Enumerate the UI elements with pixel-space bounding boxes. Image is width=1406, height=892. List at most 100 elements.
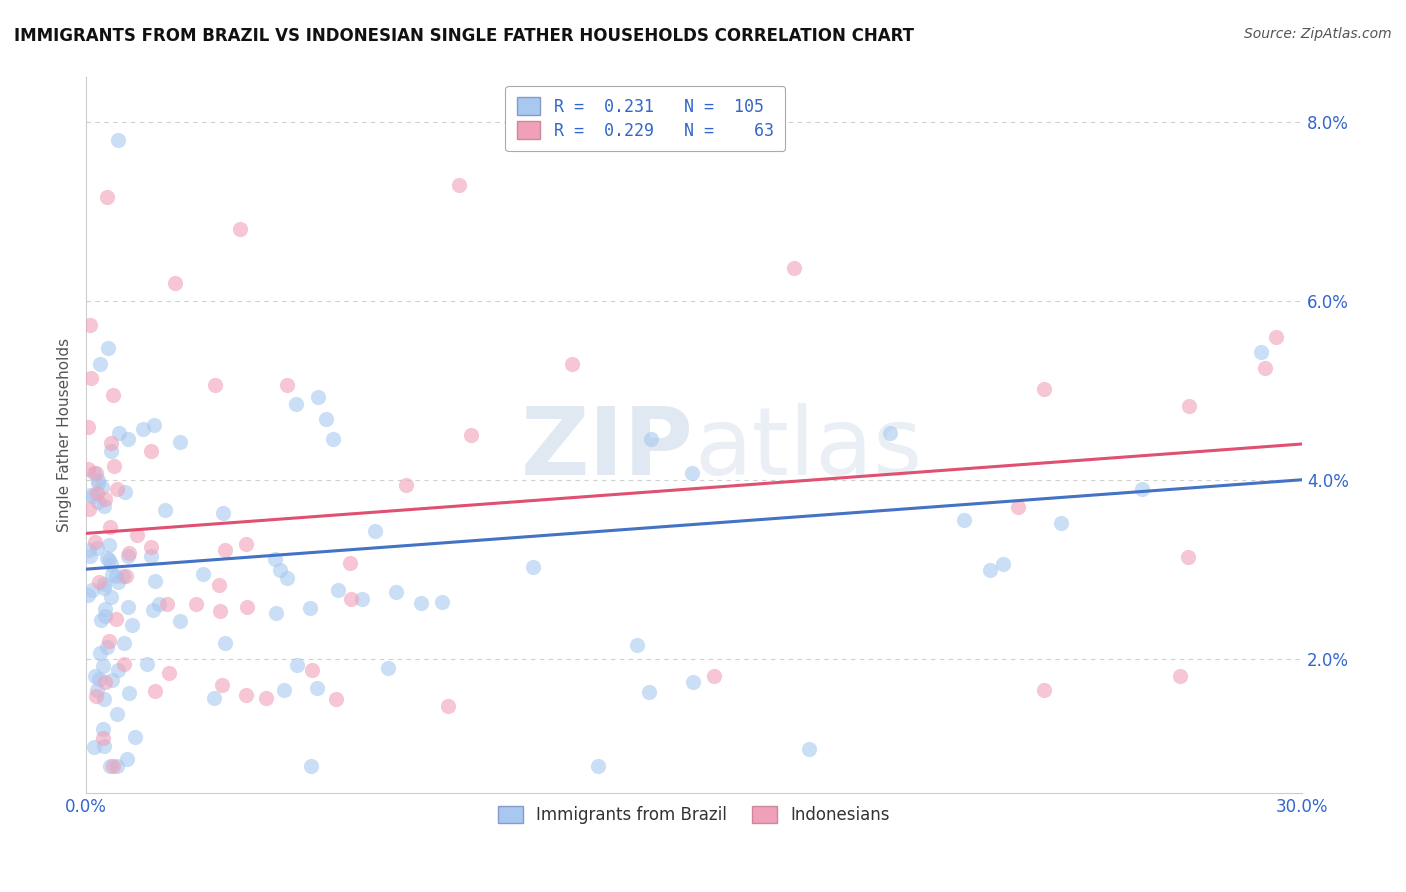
Immigrants from Brazil	[97, 553, 120, 567]
Indonesians	[157, 666, 180, 681]
Immigrants from Brazil	[522, 560, 544, 574]
Immigrants from Brazil	[328, 582, 350, 597]
Indonesians	[235, 536, 257, 550]
Immigrants from Brazil	[93, 739, 115, 754]
Indonesians	[184, 598, 207, 612]
Immigrants from Brazil	[169, 615, 191, 629]
Immigrants from Brazil	[112, 568, 135, 582]
Indonesians	[214, 542, 236, 557]
Immigrants from Brazil	[1050, 516, 1073, 530]
Immigrants from Brazil	[411, 596, 433, 610]
Indonesians	[236, 600, 259, 615]
Immigrants from Brazil	[98, 538, 121, 552]
Immigrants from Brazil	[89, 357, 111, 371]
Immigrants from Brazil	[101, 568, 124, 582]
Immigrants from Brazil	[202, 690, 225, 705]
Indonesians	[782, 261, 804, 276]
Immigrants from Brazil	[87, 495, 110, 509]
Indonesians	[94, 491, 117, 506]
Immigrants from Brazil	[93, 577, 115, 591]
Indonesians	[139, 540, 162, 554]
Immigrants from Brazil	[117, 599, 139, 614]
Indonesians	[703, 669, 725, 683]
Immigrants from Brazil	[83, 466, 105, 480]
Immigrants from Brazil	[112, 636, 135, 650]
Immigrants from Brazil	[377, 661, 399, 675]
Immigrants from Brazil	[124, 730, 146, 744]
Indonesians	[1032, 682, 1054, 697]
Immigrants from Brazil	[77, 543, 100, 558]
Indonesians	[1033, 382, 1056, 396]
Indonesians	[77, 420, 100, 434]
Immigrants from Brazil	[107, 133, 129, 147]
Indonesians	[394, 477, 416, 491]
Immigrants from Brazil	[305, 681, 328, 695]
Indonesians	[561, 357, 583, 371]
Immigrants from Brazil	[979, 563, 1001, 577]
Indonesians	[105, 612, 128, 626]
Indonesians	[339, 592, 361, 607]
Indonesians	[211, 678, 233, 692]
Indonesians	[86, 485, 108, 500]
Indonesians	[1007, 500, 1029, 514]
Immigrants from Brazil	[93, 581, 115, 595]
Text: IMMIGRANTS FROM BRAZIL VS INDONESIAN SINGLE FATHER HOUSEHOLDS CORRELATION CHART: IMMIGRANTS FROM BRAZIL VS INDONESIAN SIN…	[14, 27, 914, 45]
Immigrants from Brazil	[269, 563, 291, 577]
Indonesians	[143, 684, 166, 698]
Indonesians	[84, 689, 107, 703]
Immigrants from Brazil	[107, 663, 129, 677]
Immigrants from Brazil	[79, 488, 101, 502]
Immigrants from Brazil	[86, 683, 108, 698]
Immigrants from Brazil	[953, 513, 976, 527]
Immigrants from Brazil	[1130, 483, 1153, 497]
Indonesians	[115, 569, 138, 583]
Immigrants from Brazil	[97, 341, 120, 355]
Immigrants from Brazil	[82, 583, 104, 598]
Immigrants from Brazil	[276, 571, 298, 585]
Immigrants from Brazil	[89, 646, 111, 660]
Text: atlas: atlas	[695, 403, 922, 495]
Immigrants from Brazil	[100, 557, 122, 571]
Immigrants from Brazil	[87, 476, 110, 491]
Immigrants from Brazil	[105, 569, 128, 583]
Immigrants from Brazil	[105, 759, 128, 773]
Immigrants from Brazil	[307, 390, 329, 404]
Immigrants from Brazil	[640, 432, 662, 446]
Indonesians	[83, 535, 105, 549]
Indonesians	[125, 528, 148, 542]
Immigrants from Brazil	[315, 412, 337, 426]
Indonesians	[256, 691, 278, 706]
Indonesians	[204, 378, 226, 392]
Immigrants from Brazil	[263, 552, 285, 566]
Indonesians	[460, 428, 482, 442]
Indonesians	[208, 604, 231, 618]
Indonesians	[84, 466, 107, 480]
Immigrants from Brazil	[86, 541, 108, 555]
Indonesians	[276, 377, 298, 392]
Indonesians	[77, 502, 100, 516]
Immigrants from Brazil	[100, 443, 122, 458]
Immigrants from Brazil	[87, 672, 110, 686]
Indonesians	[437, 698, 460, 713]
Indonesians	[118, 546, 141, 560]
Immigrants from Brazil	[214, 636, 236, 650]
Immigrants from Brazil	[121, 617, 143, 632]
Indonesians	[156, 597, 179, 611]
Immigrants from Brazil	[141, 549, 163, 563]
Indonesians	[339, 556, 361, 570]
Indonesians	[165, 276, 187, 290]
Immigrants from Brazil	[96, 550, 118, 565]
Immigrants from Brazil	[132, 422, 155, 436]
Indonesians	[79, 318, 101, 333]
Immigrants from Brazil	[430, 595, 453, 609]
Indonesians	[79, 371, 101, 385]
Indonesians	[98, 520, 121, 534]
Immigrants from Brazil	[91, 480, 114, 494]
Indonesians	[447, 178, 470, 192]
Indonesians	[91, 731, 114, 745]
Indonesians	[1254, 360, 1277, 375]
Immigrants from Brazil	[107, 425, 129, 440]
Indonesians	[325, 692, 347, 706]
Immigrants from Brazil	[143, 574, 166, 588]
Indonesians	[1170, 669, 1192, 683]
